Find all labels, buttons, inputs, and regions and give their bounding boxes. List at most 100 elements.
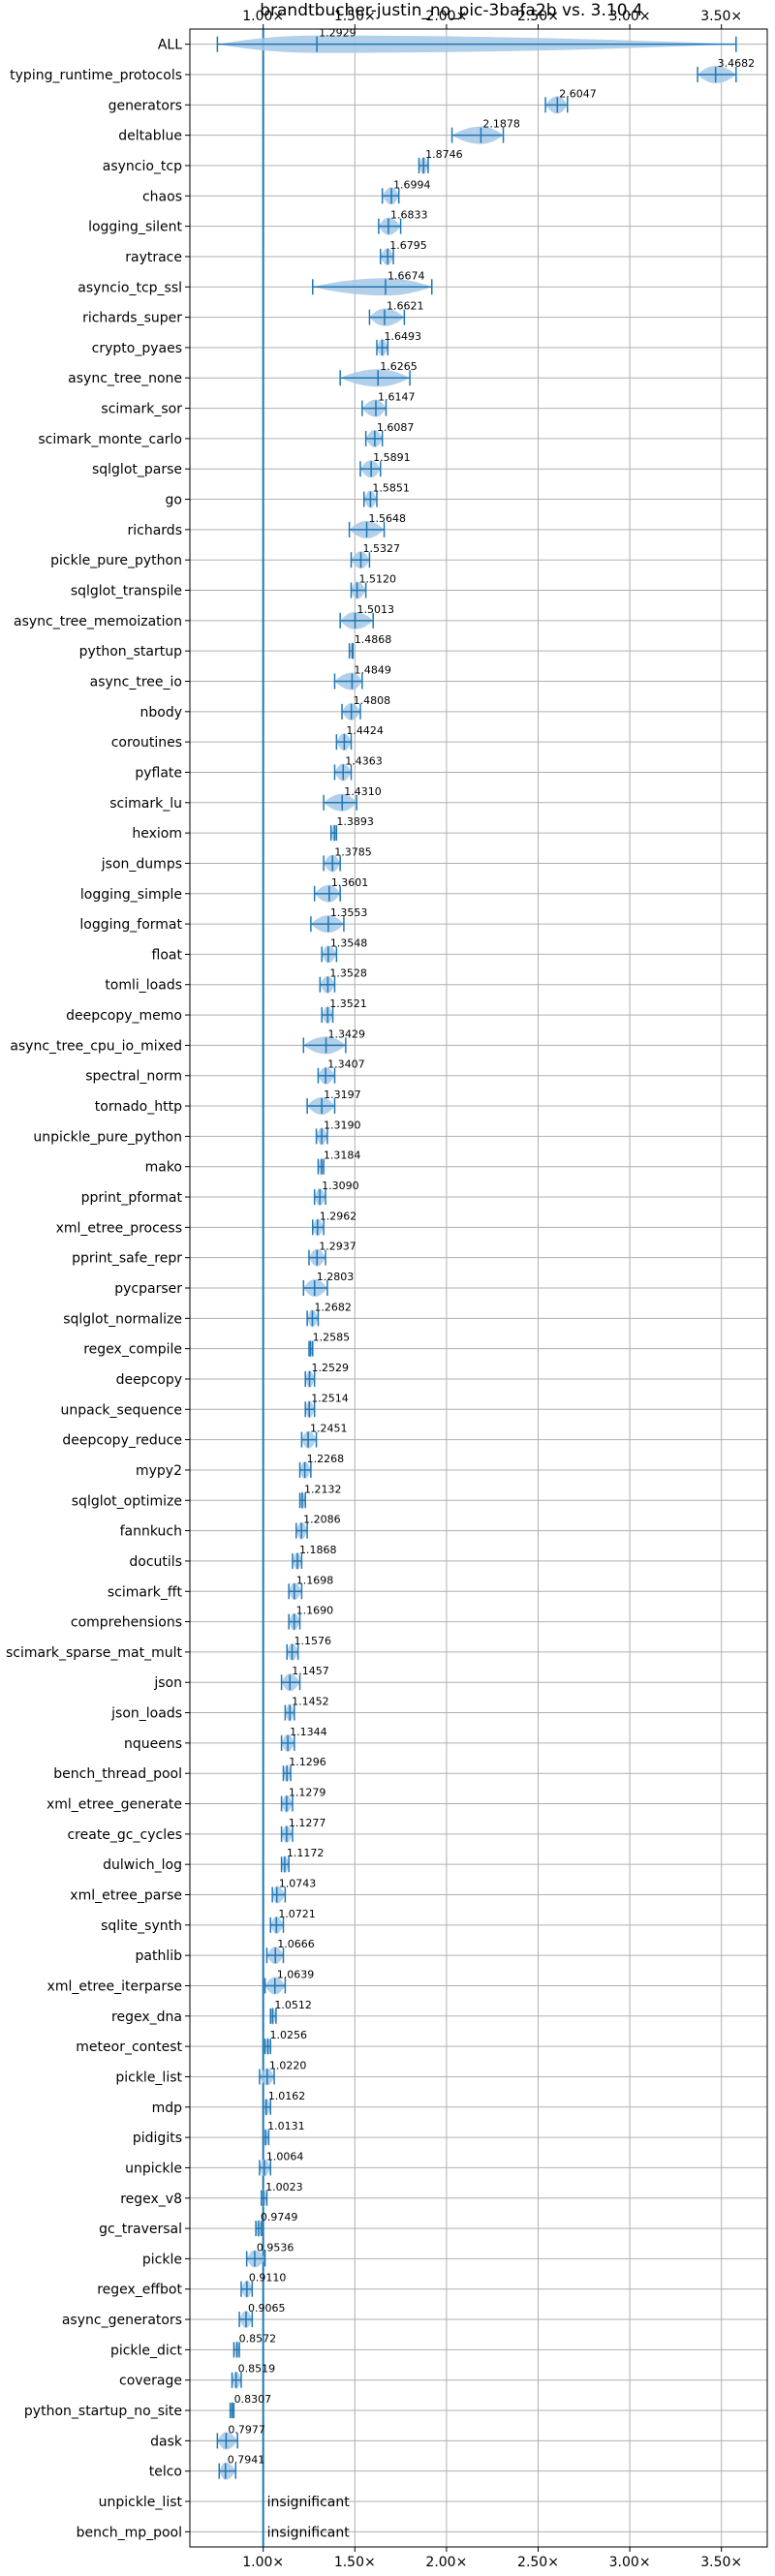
category-label: tornado_http bbox=[95, 1099, 182, 1115]
category-label: regex_effbot bbox=[97, 2283, 182, 2298]
value-label: 2.6047 bbox=[559, 87, 597, 100]
x-tick-label: 3.00× bbox=[609, 9, 651, 24]
x-tick-label: 3.50× bbox=[700, 9, 742, 24]
value-label: 1.5120 bbox=[359, 573, 397, 586]
category-label: logging_silent bbox=[88, 220, 182, 235]
category-label: sqlglot_optimize bbox=[72, 1493, 182, 1509]
category-label: python_startup bbox=[79, 644, 182, 659]
category-label: regex_compile bbox=[83, 1342, 182, 1358]
category-label: dask bbox=[150, 2434, 183, 2449]
value-label: 1.4363 bbox=[345, 754, 383, 767]
category-label: sqlite_synth bbox=[101, 1918, 182, 1934]
value-label: 1.4808 bbox=[354, 694, 391, 707]
category-label: async_generators bbox=[62, 2313, 182, 2328]
value-label: 0.9110 bbox=[249, 2272, 287, 2285]
value-label: 0.9536 bbox=[257, 2241, 294, 2254]
category-label: telco bbox=[149, 2465, 182, 2480]
value-label: 1.0220 bbox=[269, 2059, 307, 2071]
category-label: richards_super bbox=[82, 311, 182, 326]
value-label: 1.6795 bbox=[389, 239, 427, 252]
value-label: 1.1576 bbox=[294, 1635, 332, 1647]
category-label: richards bbox=[128, 523, 183, 538]
category-label: json_dumps bbox=[101, 856, 182, 872]
value-label: 1.8746 bbox=[425, 148, 463, 161]
value-label: 1.5648 bbox=[369, 512, 407, 525]
category-label: regex_dna bbox=[111, 2009, 182, 2025]
value-label: 1.2585 bbox=[313, 1332, 351, 1344]
value-label: 0.7941 bbox=[228, 2454, 265, 2467]
value-label: 1.1452 bbox=[292, 1696, 329, 1708]
category-label: json bbox=[153, 1675, 182, 1691]
value-label: 1.1279 bbox=[289, 1787, 326, 1799]
value-label: 1.2529 bbox=[312, 1362, 350, 1374]
value-label: 1.3521 bbox=[329, 997, 367, 1010]
value-label: 1.2086 bbox=[303, 1514, 341, 1526]
value-label: 1.2451 bbox=[310, 1423, 348, 1435]
plot-frame bbox=[189, 28, 768, 2548]
category-label: pprint_pformat bbox=[81, 1190, 183, 1206]
category-label: spectral_norm bbox=[85, 1069, 182, 1085]
category-label: mypy2 bbox=[136, 1463, 182, 1479]
value-label: 1.6833 bbox=[390, 209, 428, 222]
category-label: sqlglot_parse bbox=[92, 462, 182, 477]
x-tick-label: 1.50× bbox=[334, 9, 376, 24]
chart-marks: 1.2929 3.4682 2.6047 2.1878 1.8746 1.6994 1.68… bbox=[216, 27, 756, 2547]
value-label: 1.1457 bbox=[292, 1665, 329, 1677]
insignificant-label: insignificant bbox=[267, 2495, 351, 2510]
x-tick-label: 2.50× bbox=[517, 2555, 559, 2570]
category-label: pathlib bbox=[136, 1948, 183, 1964]
category-label: bench_mp_pool bbox=[77, 2525, 182, 2540]
value-label: 1.0023 bbox=[265, 2181, 303, 2193]
value-label: 1.4868 bbox=[355, 633, 392, 646]
value-label: 1.0162 bbox=[268, 2090, 306, 2102]
value-label: 1.1296 bbox=[289, 1756, 326, 1768]
category-label: deltablue bbox=[118, 129, 182, 144]
category-label: pickle bbox=[142, 2252, 182, 2267]
category-label: deepcopy_reduce bbox=[62, 1433, 182, 1449]
category-label: sqlglot_transpile bbox=[71, 584, 182, 599]
value-label: 1.3528 bbox=[329, 967, 367, 980]
category-label: nbody bbox=[140, 705, 183, 721]
category-label: generators bbox=[108, 98, 182, 113]
value-label: 1.3407 bbox=[327, 1058, 365, 1071]
category-label: docutils bbox=[129, 1554, 182, 1570]
value-label: 1.3601 bbox=[331, 876, 369, 889]
value-label: 1.3893 bbox=[336, 815, 374, 828]
category-label: xml_etree_process bbox=[56, 1220, 182, 1236]
category-label: pickle_dict bbox=[110, 2343, 183, 2358]
value-label: 3.4682 bbox=[718, 57, 756, 70]
value-label: 1.3785 bbox=[334, 845, 372, 858]
value-label: 1.6621 bbox=[387, 300, 424, 313]
x-tick-label: 1.00× bbox=[242, 9, 284, 24]
category-label: unpack_sequence bbox=[61, 1402, 182, 1418]
value-label: 1.2514 bbox=[311, 1392, 349, 1404]
x-tick-label: 3.00× bbox=[609, 2555, 651, 2570]
category-label: scimark_sor bbox=[101, 402, 182, 417]
value-label: 1.3184 bbox=[324, 1150, 361, 1162]
category-label: tomli_loads bbox=[105, 978, 182, 994]
category-label: async_tree_io bbox=[90, 674, 182, 690]
category-label: unpickle_pure_python bbox=[33, 1129, 182, 1145]
value-label: 1.6674 bbox=[388, 269, 425, 282]
category-label: meteor_contest bbox=[76, 2039, 182, 2055]
category-label: ALL bbox=[158, 38, 182, 53]
category-label: logging_simple bbox=[80, 887, 182, 903]
value-label: 1.2803 bbox=[317, 1271, 355, 1283]
category-label: unpickle_list bbox=[99, 2495, 183, 2510]
value-label: 1.6265 bbox=[380, 360, 418, 373]
category-label: sqlglot_normalize bbox=[63, 1311, 182, 1327]
category-label: chaos bbox=[142, 189, 182, 204]
category-label: gc_traversal bbox=[99, 2222, 182, 2237]
value-label: 1.2962 bbox=[320, 1210, 357, 1222]
category-label: coroutines bbox=[111, 735, 182, 751]
category-label: float bbox=[152, 947, 183, 963]
value-label: 1.5013 bbox=[357, 603, 395, 616]
category-label: logging_format bbox=[79, 917, 182, 933]
category-label: typing_runtime_protocols bbox=[10, 68, 182, 83]
category-label: scimark_sparse_mat_mult bbox=[6, 1645, 182, 1661]
value-label: 1.2937 bbox=[319, 1241, 356, 1253]
category-label: dulwich_log bbox=[103, 1857, 182, 1873]
category-label: scimark_lu bbox=[109, 796, 182, 812]
value-label: 1.0639 bbox=[277, 1968, 315, 1980]
